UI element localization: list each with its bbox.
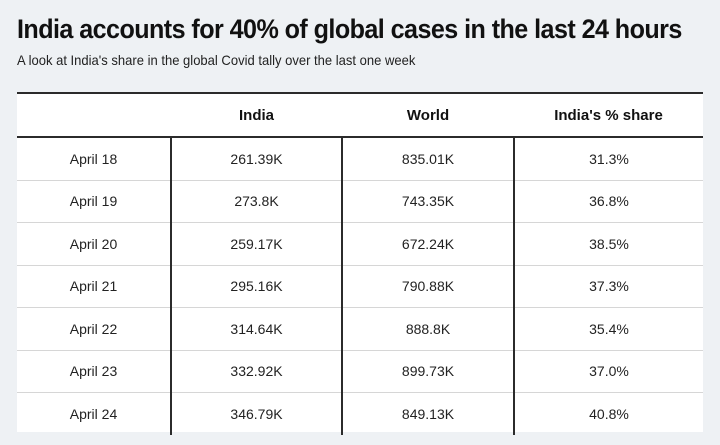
share-cell: 38.5%	[513, 222, 703, 266]
share-cell: 37.3%	[513, 265, 703, 308]
india-cell: 261.39K	[170, 137, 342, 181]
india-cell: 273.8K	[170, 180, 342, 223]
header-row: India World India's % share	[17, 94, 703, 138]
date-cell: April 20	[17, 222, 171, 266]
world-cell: 743.35K	[341, 180, 514, 223]
table-row: April 21 295.16K 790.88K 37.3%	[17, 265, 703, 308]
date-cell: April 23	[17, 350, 171, 393]
table-row: April 24 346.79K 849.13K 40.8%	[17, 392, 703, 435]
column-header-world: World	[342, 94, 514, 138]
india-cell: 314.64K	[170, 307, 342, 351]
share-cell: 40.8%	[513, 392, 703, 435]
share-cell: 36.8%	[513, 180, 703, 223]
date-cell: April 19	[17, 180, 171, 223]
share-cell: 37.0%	[513, 350, 703, 393]
data-table: India World India's % share April 18 261…	[17, 94, 703, 435]
world-cell: 849.13K	[341, 392, 514, 435]
date-cell: April 22	[17, 307, 171, 351]
table-row: April 19 273.8K 743.35K 36.8%	[17, 180, 703, 223]
india-cell: 295.16K	[170, 265, 342, 308]
date-cell: April 21	[17, 265, 171, 308]
table-row: April 23 332.92K 899.73K 37.0%	[17, 350, 703, 393]
table-row: April 18 261.39K 835.01K 31.3%	[17, 137, 703, 181]
world-cell: 888.8K	[341, 307, 514, 351]
table-row: April 22 314.64K 888.8K 35.4%	[17, 307, 703, 351]
world-cell: 899.73K	[341, 350, 514, 393]
column-header-india: India	[171, 94, 342, 138]
world-cell: 790.88K	[341, 265, 514, 308]
column-header-date	[17, 94, 171, 138]
chart-subtitle: A look at India's share in the global Co…	[17, 52, 416, 68]
share-cell: 31.3%	[513, 137, 703, 181]
column-header-share: India's % share	[514, 94, 703, 138]
india-cell: 346.79K	[170, 392, 342, 435]
world-cell: 835.01K	[341, 137, 514, 181]
share-cell: 35.4%	[513, 307, 703, 351]
world-cell: 672.24K	[341, 222, 514, 266]
date-cell: April 24	[69, 405, 118, 422]
date-cell: April 18	[17, 137, 171, 181]
india-cell: 332.92K	[170, 350, 342, 393]
chart-title: India accounts for 40% of global cases i…	[17, 14, 682, 44]
india-cell: 259.17K	[170, 222, 342, 266]
data-table-container: India World India's % share April 18 261…	[17, 92, 703, 435]
table-row: April 20 259.17K 672.24K 38.5%	[17, 222, 703, 266]
